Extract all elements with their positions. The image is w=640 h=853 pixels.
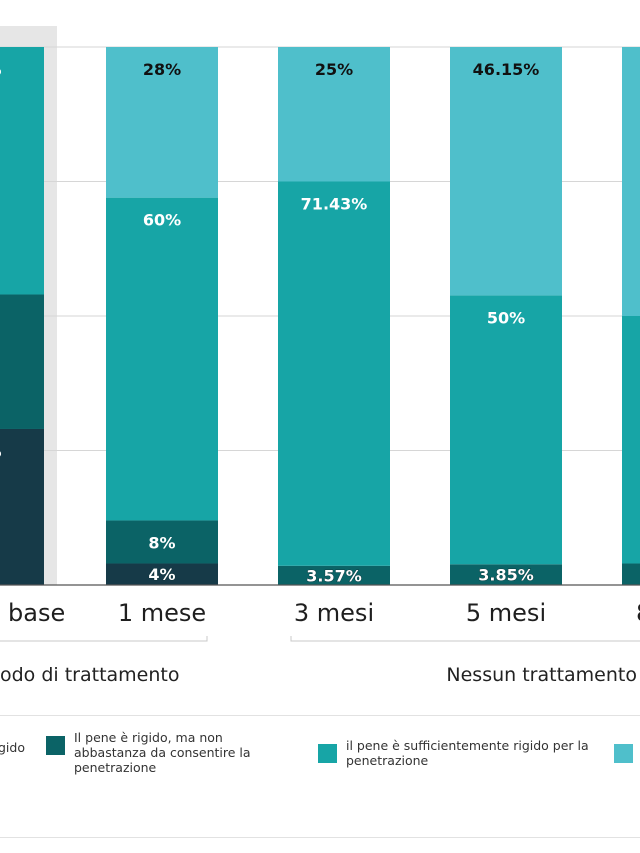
bar-segment bbox=[278, 47, 390, 182]
legend-label: il pene è sufficientemente rigido per la… bbox=[346, 738, 589, 768]
legend-top-divider bbox=[0, 715, 640, 716]
value-label: 3.57% bbox=[306, 566, 362, 585]
value-label: 71.43% bbox=[301, 195, 368, 214]
stacked-bar-chart: 7%%3%4%8%60%28%3.57%71.43%25%3.85%50%46.… bbox=[0, 26, 640, 686]
value-label: 3% bbox=[0, 60, 2, 79]
bar-segment bbox=[622, 47, 640, 316]
bar-segment bbox=[0, 294, 44, 429]
bar-segment bbox=[278, 565, 390, 585]
bar-segment bbox=[0, 47, 44, 295]
legend-swatch bbox=[614, 744, 633, 763]
value-label: 4% bbox=[148, 565, 175, 584]
legend-label-rigido: gido bbox=[0, 740, 25, 755]
value-label: 3.85% bbox=[478, 566, 534, 585]
legend-item-rigido: gido bbox=[0, 740, 25, 755]
group-bracket bbox=[0, 636, 208, 642]
bar-segment bbox=[622, 316, 640, 564]
value-label: 46.15% bbox=[473, 60, 540, 79]
legend-item-completamente-rigido bbox=[614, 738, 640, 763]
legend-swatch bbox=[318, 744, 337, 763]
bar-segment bbox=[106, 563, 218, 585]
legend: gido Il pene è rigido, ma non abbastanza… bbox=[0, 715, 640, 838]
value-label: 60% bbox=[143, 211, 181, 230]
value-label: 50% bbox=[487, 308, 525, 327]
legend-swatch bbox=[46, 736, 65, 755]
bar-segment bbox=[0, 428, 44, 585]
category-label: 8 bbox=[636, 599, 640, 627]
legend-item-rigido-non-abbastanza: Il pene è rigido, ma non abbastanza da c… bbox=[46, 730, 296, 775]
bar-segment bbox=[106, 47, 218, 198]
group-bracket bbox=[290, 636, 640, 642]
bar-segment bbox=[622, 563, 640, 585]
category-label: base bbox=[8, 599, 65, 627]
value-label: 28% bbox=[143, 60, 181, 79]
bar-segment bbox=[450, 564, 562, 585]
group-label-nessun-trattamento: Nessun trattamento bbox=[446, 664, 637, 686]
value-label: 25% bbox=[315, 60, 353, 79]
legend-label: Il pene è rigido, ma non abbastanza da c… bbox=[74, 730, 251, 775]
value-labels-group: 7%%3%4%8%60%28%3.57%71.43%25%3.85%50%46.… bbox=[0, 60, 540, 586]
value-label: 8% bbox=[148, 533, 175, 552]
bar-segment bbox=[106, 197, 218, 521]
bars-group bbox=[0, 47, 640, 585]
legend-item-sufficientemente-rigido: il pene è sufficientemente rigido per la… bbox=[318, 738, 598, 768]
x-axis: base 1 mese 3 mesi 5 mesi 8 odo di trattament… bbox=[0, 584, 640, 686]
value-label: 7% bbox=[0, 442, 2, 461]
category-label: 5 mesi bbox=[466, 599, 546, 627]
legend-bottom-divider bbox=[0, 837, 640, 838]
group-label-trattamento: odo di trattamento bbox=[0, 664, 180, 686]
bar-segment bbox=[106, 520, 218, 564]
bar-segment bbox=[278, 181, 390, 566]
category-label: 1 mese bbox=[118, 599, 206, 627]
bar-segment bbox=[450, 47, 562, 296]
bar-segment bbox=[450, 295, 562, 565]
category-label: 3 mesi bbox=[294, 599, 374, 627]
